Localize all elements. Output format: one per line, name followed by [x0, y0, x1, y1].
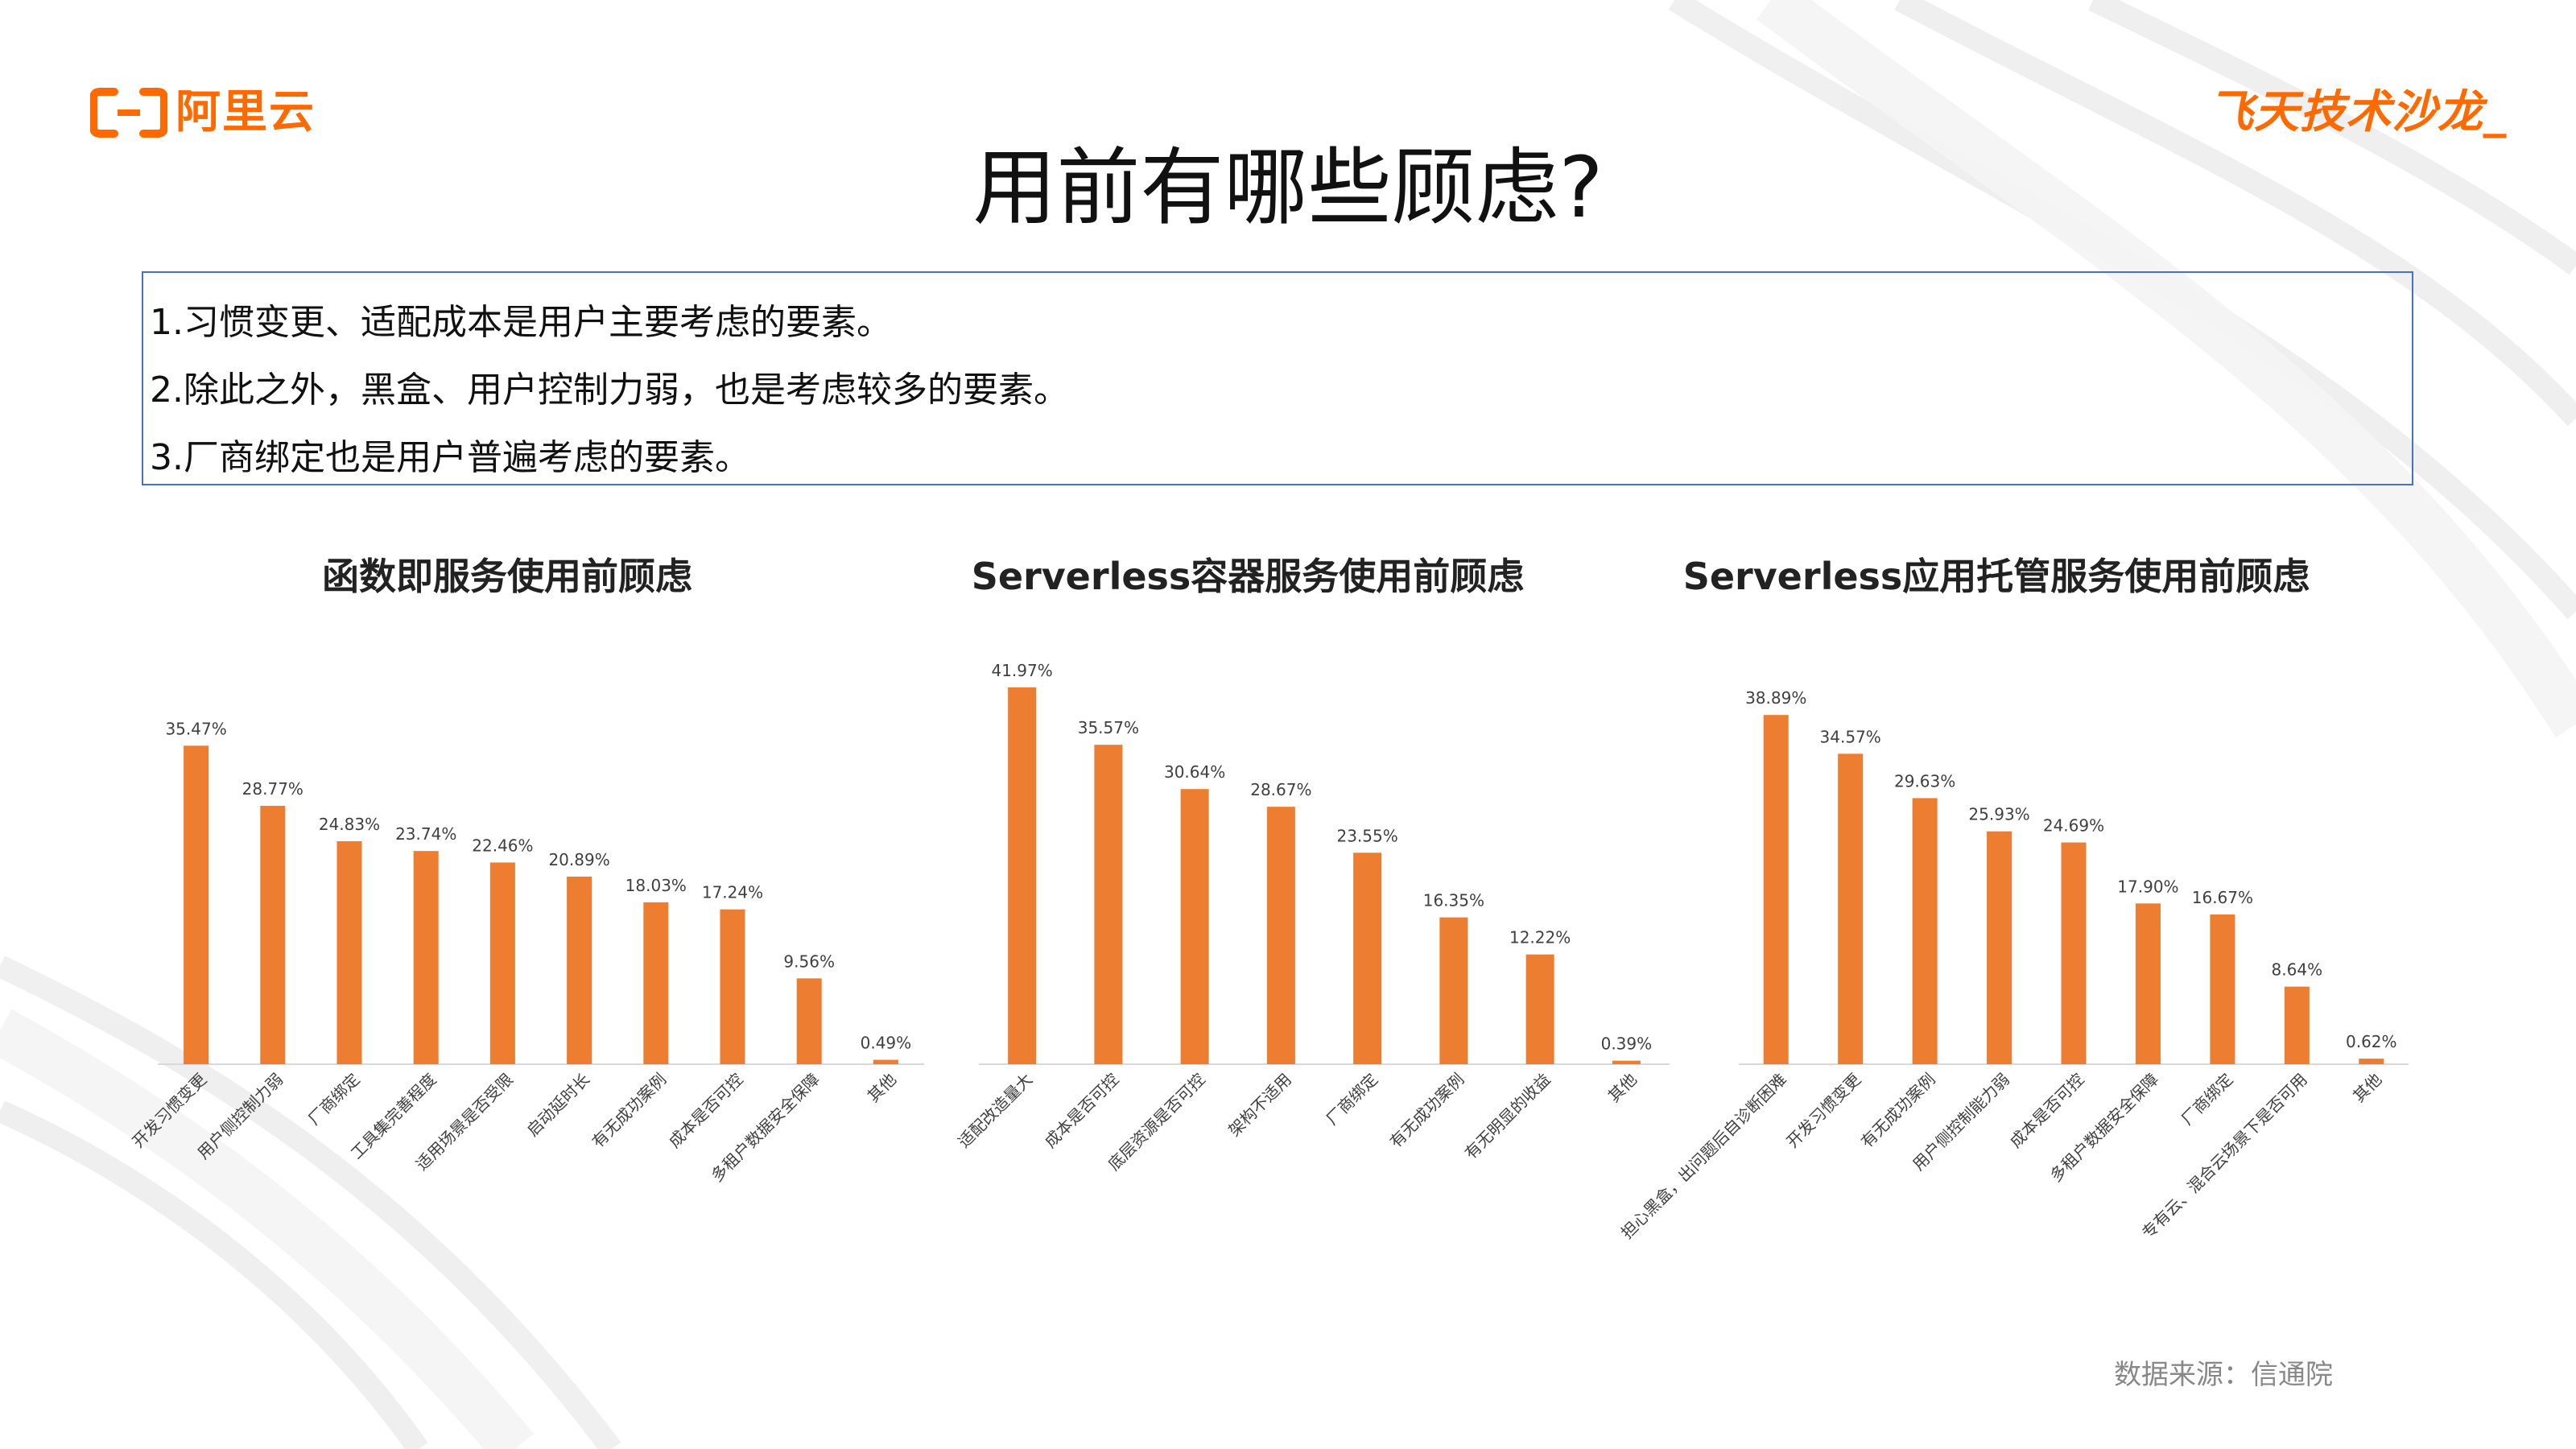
data-label: 28.67%	[1250, 780, 1311, 799]
bar	[1525, 954, 1554, 1064]
data-label: 24.69%	[2043, 816, 2104, 836]
category-label: 成本是否可控	[2006, 1070, 2088, 1152]
bar	[1266, 807, 1295, 1064]
bar	[2284, 986, 2310, 1064]
data-label: 29.63%	[1894, 771, 1955, 791]
data-label: 34.57%	[1820, 727, 1881, 746]
chart-title-faas: 函数即服务使用前顾虑	[322, 555, 692, 598]
category-label: 厂商绑定	[2178, 1070, 2237, 1129]
data-label: 23.55%	[1336, 826, 1397, 845]
data-label: 30.64%	[1164, 762, 1225, 782]
category-label: 担心黑盒，出问题后自诊断困难	[1617, 1070, 1790, 1243]
category-label: 其他	[864, 1070, 900, 1106]
aliyun-logo-text: 阿里云	[175, 86, 316, 138]
category-label: 开发习惯变更	[1782, 1070, 1864, 1152]
data-label: 38.89%	[1745, 688, 1806, 708]
category-label: 厂商绑定	[1323, 1070, 1382, 1129]
chart-title-app-hosting: Serverless应用托管服务使用前顾虑	[1682, 555, 2310, 598]
bar	[1612, 1060, 1641, 1064]
feitian-salon-logo: 飞天技术沙龙_	[2208, 86, 2507, 138]
data-label: 25.93%	[1968, 805, 2029, 824]
data-label: 16.35%	[1423, 891, 1484, 910]
category-label: 其他	[1604, 1070, 1641, 1106]
data-label: 35.57%	[1078, 718, 1139, 737]
bar	[720, 909, 745, 1064]
category-label: 有无成功案例	[1386, 1070, 1468, 1152]
bar	[2135, 903, 2161, 1064]
page-title: 用前有哪些顾虑?	[972, 138, 1604, 237]
summary-box: 1.习惯变更、适配成本是用户主要考虑的要素。 2.除此之外，黑盒、用户控制力弱，…	[142, 271, 2413, 485]
category-label: 成本是否可控	[665, 1070, 747, 1152]
data-label: 17.24%	[702, 883, 763, 902]
bar	[260, 806, 286, 1064]
category-label: 有无成功案例	[588, 1070, 671, 1152]
data-label: 41.97%	[991, 661, 1052, 680]
data-label: 22.46%	[472, 836, 533, 855]
bar	[489, 862, 515, 1064]
bar	[1439, 917, 1468, 1064]
summary-line: 2.除此之外，黑盒、用户控制力弱，也是考虑较多的要素。	[150, 369, 1069, 411]
data-label: 17.90%	[2117, 877, 2178, 896]
category-label: 其他	[2349, 1070, 2385, 1106]
bar	[1094, 745, 1123, 1064]
source-note: 数据来源：信通院	[2114, 1359, 2333, 1391]
data-label: 28.77%	[242, 779, 303, 799]
data-label: 0.62%	[2346, 1032, 2397, 1051]
bar	[1180, 789, 1209, 1064]
bar	[1763, 715, 1789, 1064]
data-label: 0.49%	[861, 1034, 912, 1053]
bar	[1912, 798, 1938, 1064]
data-label: 35.47%	[165, 719, 226, 738]
bar	[413, 851, 439, 1064]
bar	[643, 902, 669, 1064]
category-label: 适配改造量大	[954, 1070, 1036, 1152]
bar	[796, 978, 822, 1064]
bar	[336, 841, 362, 1064]
bar	[1008, 687, 1037, 1064]
category-label: 架构不适用	[1224, 1070, 1295, 1141]
bar	[2061, 842, 2087, 1064]
data-label: 0.39%	[1601, 1034, 1653, 1054]
data-label: 23.74%	[395, 824, 456, 844]
data-label: 16.67%	[2192, 888, 2253, 907]
category-label: 有无明显的收益	[1461, 1070, 1554, 1163]
summary-line: 1.习惯变更、适配成本是用户主要考虑的要素。	[150, 302, 892, 343]
bar	[2210, 914, 2235, 1064]
category-label: 厂商绑定	[304, 1070, 364, 1129]
category-label: 有无成功案例	[1857, 1070, 1939, 1152]
aliyun-logo: 阿里云	[90, 87, 316, 138]
bar	[2359, 1059, 2384, 1064]
bar	[873, 1059, 898, 1064]
data-label: 12.22%	[1509, 928, 1571, 947]
category-label: 成本是否可控	[1041, 1070, 1123, 1152]
summary-line: 3.厂商绑定也是用户普遍考虑的要素。	[150, 437, 750, 478]
data-label: 24.83%	[319, 815, 380, 834]
bar	[1987, 831, 2013, 1064]
bar	[1353, 852, 1382, 1064]
aliyun-logo-icon	[90, 88, 167, 138]
chart-title-container: Serverless容器服务使用前顾虑	[971, 555, 1525, 598]
bar	[1838, 753, 1864, 1064]
category-label: 启动延时长	[522, 1070, 593, 1141]
bar	[567, 876, 592, 1064]
bar	[184, 745, 209, 1064]
data-label: 18.03%	[625, 876, 687, 895]
data-label: 20.89%	[548, 850, 609, 869]
category-label: 开发习惯变更	[128, 1070, 210, 1152]
category-label: 专有云、混合云场景下是否可用	[2138, 1070, 2311, 1243]
data-label: 8.64%	[2272, 960, 2323, 980]
data-label: 9.56%	[783, 952, 835, 971]
